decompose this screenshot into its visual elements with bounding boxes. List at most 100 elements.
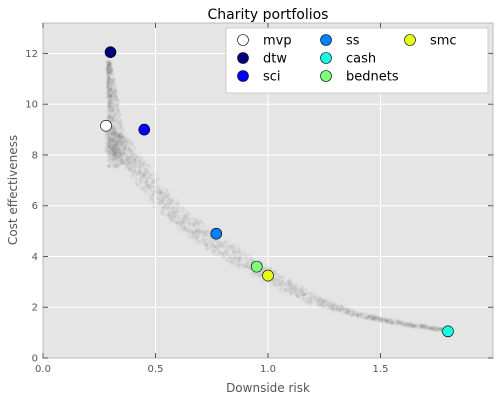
cloud-point (107, 155, 111, 159)
cloud-point (114, 107, 118, 112)
cloud-point (309, 296, 314, 300)
cloud-point (107, 93, 111, 97)
cloud-point (113, 112, 118, 116)
cloud-point (107, 159, 111, 163)
cloud-point (107, 72, 111, 76)
cloud-point (112, 105, 116, 109)
cloud-point (109, 80, 114, 84)
cloud-point (110, 102, 114, 106)
cloud-point (317, 295, 322, 299)
cloud-point (107, 76, 111, 80)
cloud-point (112, 124, 116, 128)
cloud-point (113, 145, 117, 149)
cloud-point (108, 144, 112, 148)
cloud-point (107, 90, 111, 94)
cloud-point (106, 75, 110, 80)
cloud-point (108, 101, 112, 106)
cloud-point (108, 87, 112, 91)
cloud-point (148, 197, 152, 201)
cloud-point (132, 160, 137, 165)
cloud-point (278, 283, 282, 287)
cloud-point (107, 139, 111, 144)
legend-marker-ss (320, 34, 332, 46)
cloud-point (110, 145, 114, 149)
cloud-point (206, 229, 210, 233)
cloud-point (115, 99, 119, 103)
cloud-point (125, 164, 129, 168)
cloud-point (107, 103, 112, 107)
cloud-point (372, 316, 377, 320)
cloud-point (113, 118, 117, 122)
cloud-point (107, 61, 111, 65)
cloud-point (106, 84, 110, 88)
cloud-point (107, 145, 111, 149)
cloud-point (109, 70, 113, 74)
cloud-point (108, 59, 112, 64)
cloud-point (108, 115, 112, 119)
cloud-point (107, 99, 111, 103)
cloud-point (107, 115, 112, 119)
cloud-point (106, 67, 110, 71)
cloud-point (106, 114, 111, 118)
cloud-point (112, 109, 116, 113)
cloud-point (115, 96, 119, 101)
cloud-point (108, 104, 112, 108)
cloud-point (109, 94, 113, 98)
cloud-point (133, 158, 137, 162)
cloud-point (112, 85, 116, 89)
cloud-point (117, 113, 121, 118)
cloud-point (106, 76, 110, 80)
cloud-point (108, 94, 112, 99)
cloud-point (110, 103, 114, 107)
cloud-point (109, 94, 113, 99)
cloud-point (254, 273, 258, 277)
cloud-point (122, 147, 126, 151)
cloud-point (113, 142, 117, 146)
cloud-point (105, 67, 110, 71)
cloud-point (110, 130, 114, 135)
cloud-point (121, 161, 126, 165)
cloud-point (118, 135, 122, 139)
cloud-point (124, 155, 128, 160)
cloud-point (108, 87, 113, 92)
cloud-point (422, 324, 426, 328)
cloud-point (120, 135, 125, 139)
cloud-point (106, 69, 111, 73)
cloud-point (106, 59, 110, 64)
cloud-point (112, 162, 117, 167)
cloud-point (108, 118, 113, 122)
cloud-point (236, 258, 240, 262)
cloud-point (115, 143, 119, 147)
cloud-point (111, 118, 115, 123)
cloud-point (112, 152, 116, 156)
cloud-point (111, 114, 116, 118)
legend-marker-cash (320, 52, 332, 64)
cloud-point (109, 95, 113, 99)
cloud-point (114, 157, 118, 162)
cloud-point (236, 246, 240, 251)
cloud-point (139, 176, 143, 181)
cloud-point (122, 134, 126, 138)
cloud-point (124, 158, 128, 162)
cloud-point (122, 158, 126, 162)
cloud-point (117, 147, 121, 152)
legend-marker-sci (237, 70, 249, 82)
cloud-point (117, 154, 121, 159)
cloud-point (109, 107, 113, 111)
cloud-point (107, 81, 111, 86)
cloud-point (113, 103, 118, 108)
cloud-point (129, 140, 134, 144)
cloud-point (113, 124, 117, 128)
cloud-point (107, 64, 111, 68)
cloud-point (209, 248, 213, 252)
cloud-point (113, 153, 117, 157)
cloud-point (121, 135, 125, 139)
cloud-point (369, 314, 374, 318)
cloud-point (108, 71, 112, 76)
cloud-point (295, 294, 299, 298)
cloud-point (106, 89, 110, 93)
cloud-point (105, 67, 110, 72)
cloud-point (114, 98, 118, 102)
cloud-point (139, 173, 143, 178)
cloud-point (118, 125, 122, 129)
